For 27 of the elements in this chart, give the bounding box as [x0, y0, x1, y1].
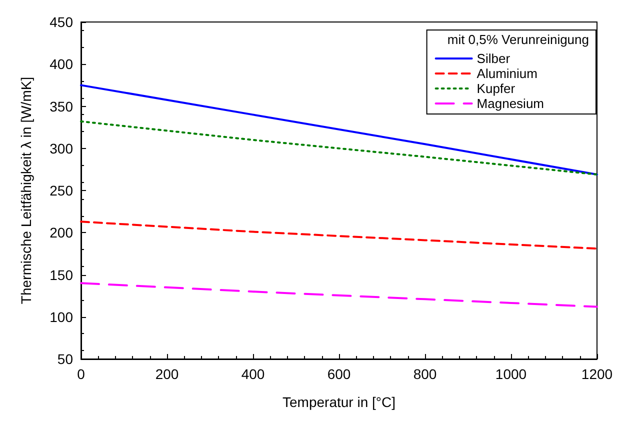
y-tick-label: 450 [50, 14, 74, 30]
x-tick-label: 0 [77, 366, 86, 382]
y-tick-label: 100 [50, 308, 74, 325]
y-tick-label: 250 [50, 182, 74, 198]
x-tick-label: 1200 [581, 366, 613, 382]
y-tick-label: 300 [50, 140, 74, 156]
legend-title: mit 0,5% Verunreinigung [447, 32, 590, 47]
line-series [80, 282, 598, 308]
x-tick-label: 400 [241, 366, 265, 382]
legend-label: Silber [476, 51, 511, 66]
y-tick-label: 200 [50, 224, 74, 241]
y-axis-title: Thermische Leitfähigkeit λ in [W/mK] [18, 76, 34, 304]
y-tick-label: 400 [50, 56, 74, 72]
y-tick-label: 350 [50, 98, 74, 114]
y-tick-label: 150 [50, 266, 74, 283]
y-tick-label: 50 [57, 351, 74, 367]
x-tick-label: 600 [327, 366, 351, 382]
line-series [80, 220, 598, 250]
legend-label: Kupfer [476, 81, 516, 96]
legend-label: Aluminium [476, 66, 538, 81]
x-tick-label: 800 [413, 366, 437, 382]
x-tick-label: 200 [155, 366, 179, 382]
x-tick-label: 1000 [495, 366, 527, 382]
line-series [80, 120, 598, 176]
x-axis-title: Temperatur in [°C] [282, 394, 396, 410]
line-series [80, 84, 598, 176]
legend-label: Magnesium [476, 96, 544, 111]
